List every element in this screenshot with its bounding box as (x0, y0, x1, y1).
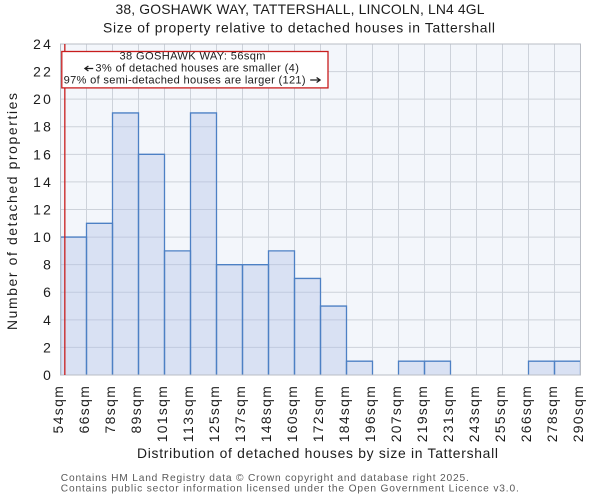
svg-text:38, GOSHAWK WAY, TATTERSHALL,: 38, GOSHAWK WAY, TATTERSHALL, LINCOLN, L… (116, 1, 485, 17)
svg-text:290sqm: 290sqm (570, 386, 586, 442)
svg-text:137sqm: 137sqm (232, 386, 248, 442)
svg-text:38 GOSHAWK WAY: 56sqm: 38 GOSHAWK WAY: 56sqm (120, 50, 266, 62)
svg-text:Distribution of detached house: Distribution of detached houses by size … (137, 445, 498, 461)
svg-text:Size of property relative to d: Size of property relative to detached ho… (103, 20, 495, 36)
svg-text:125sqm: 125sqm (206, 386, 222, 442)
svg-text:97% of semi-detached houses ar: 97% of semi-detached houses are larger (… (64, 74, 306, 86)
svg-text:207sqm: 207sqm (388, 386, 404, 442)
svg-text:160sqm: 160sqm (284, 386, 300, 442)
svg-text:148sqm: 148sqm (258, 386, 274, 442)
svg-text:0: 0 (43, 367, 51, 383)
svg-text:266sqm: 266sqm (518, 386, 534, 442)
svg-text:Number of detached properties: Number of detached properties (4, 93, 20, 330)
svg-text:184sqm: 184sqm (336, 386, 352, 442)
svg-text:4: 4 (43, 312, 51, 328)
svg-text:54sqm: 54sqm (50, 386, 66, 433)
svg-text:Contains HM Land Registry data: Contains HM Land Registry data © Crown c… (61, 473, 469, 484)
svg-text:255sqm: 255sqm (492, 386, 508, 442)
svg-text:6: 6 (43, 284, 51, 300)
svg-text:243sqm: 243sqm (466, 386, 482, 442)
svg-text:101sqm: 101sqm (154, 386, 170, 442)
svg-text:2: 2 (43, 339, 51, 355)
svg-text:8: 8 (43, 257, 51, 273)
svg-text:113sqm: 113sqm (180, 386, 196, 442)
svg-text:66sqm: 66sqm (76, 386, 92, 433)
svg-text:3% of detached houses are smal: 3% of detached houses are smaller (4) (95, 62, 299, 74)
svg-text:78sqm: 78sqm (102, 386, 118, 433)
svg-text:172sqm: 172sqm (310, 386, 326, 442)
svg-text:278sqm: 278sqm (544, 386, 560, 442)
svg-text:231sqm: 231sqm (440, 386, 456, 442)
svg-text:196sqm: 196sqm (362, 386, 378, 442)
svg-text:Contains public sector informa: Contains public sector information licen… (61, 483, 519, 494)
svg-text:89sqm: 89sqm (128, 386, 144, 433)
svg-text:219sqm: 219sqm (414, 386, 430, 442)
